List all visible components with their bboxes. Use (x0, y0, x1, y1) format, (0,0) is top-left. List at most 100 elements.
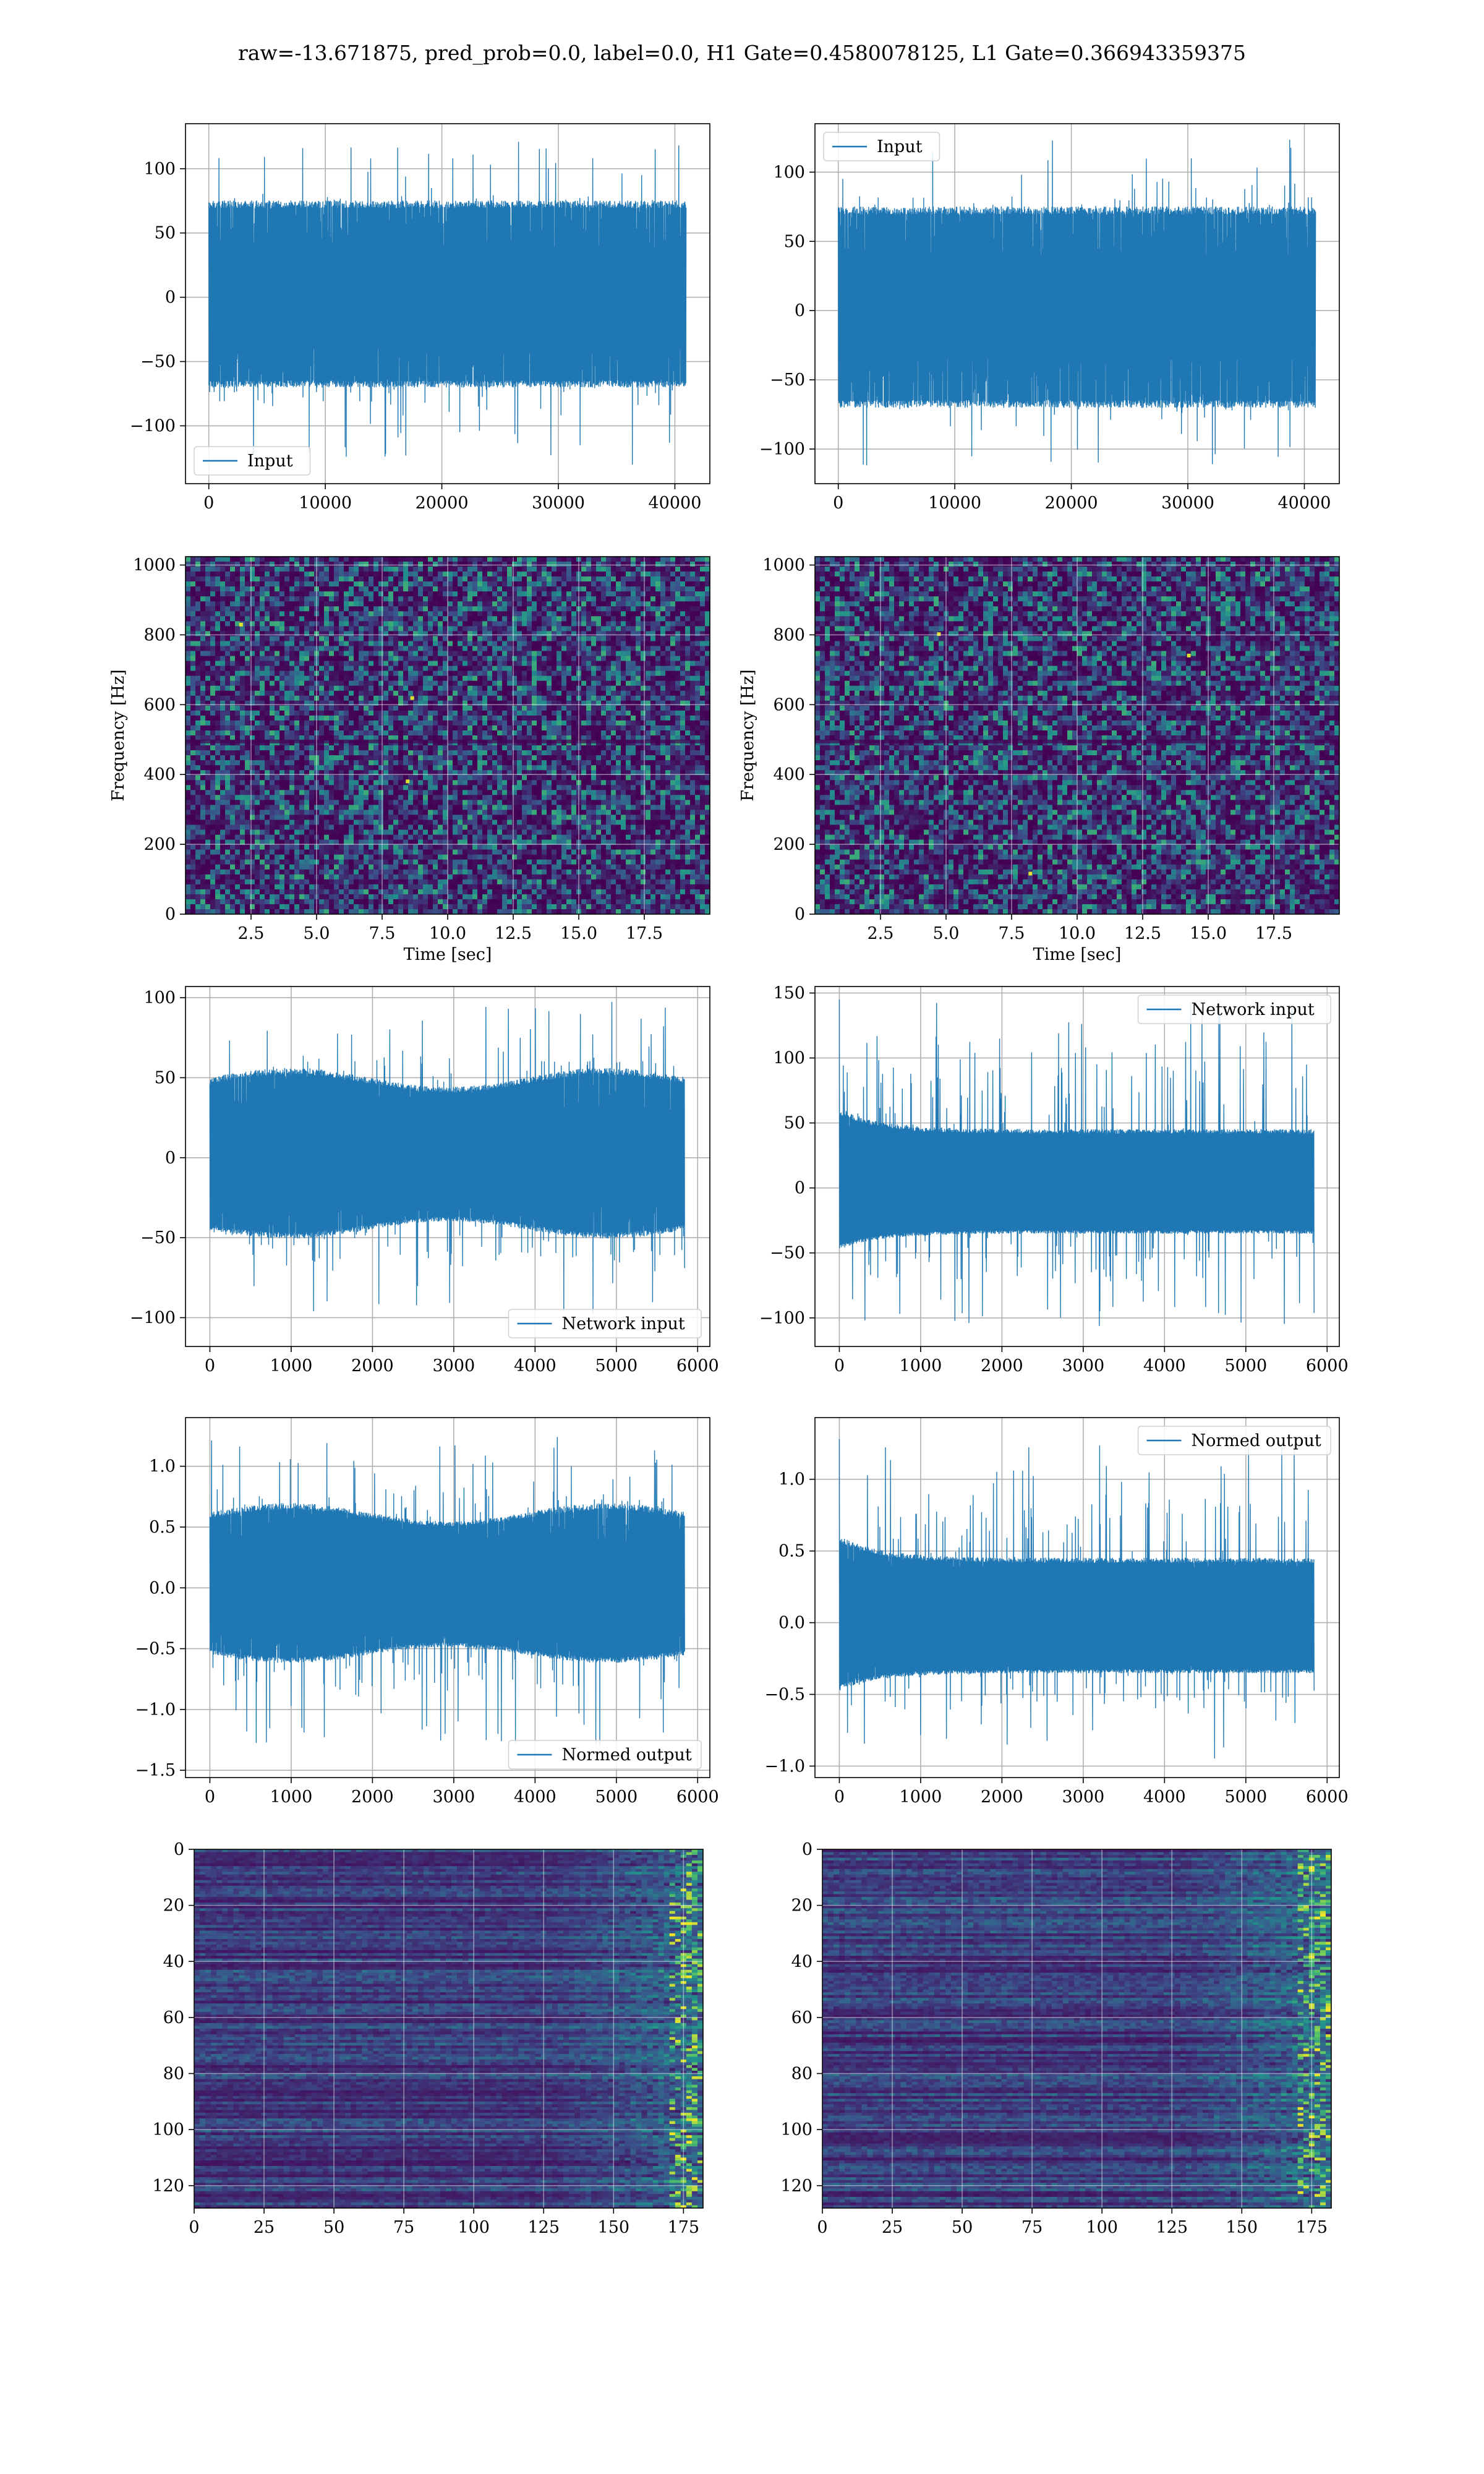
heatmap-cell (561, 571, 567, 577)
heatmap-cell (403, 711, 409, 716)
heatmap-cell (265, 626, 270, 631)
heatmap-cell (650, 691, 656, 696)
heatmap-cell (329, 661, 335, 667)
heatmap-cell (418, 606, 424, 612)
heatmap-cell (225, 651, 231, 657)
heatmap-cell (616, 586, 621, 592)
heatmap-cell (517, 646, 522, 652)
heatmap-cell (670, 686, 676, 691)
heatmap-cell (626, 571, 631, 577)
heatmap-cell (655, 706, 661, 711)
heatmap-cell (641, 562, 646, 567)
heatmap-cell (591, 651, 597, 657)
heatmap-cell (542, 576, 547, 582)
heatmap-cell (497, 636, 503, 641)
heatmap-cell (458, 641, 463, 647)
heatmap-cell (611, 571, 616, 577)
heatmap-cell (532, 651, 537, 657)
heatmap-cell (650, 616, 656, 622)
heatmap-cell (532, 557, 537, 562)
heatmap-cell (680, 726, 686, 731)
heatmap-cell (408, 666, 414, 672)
heatmap-cell (655, 745, 661, 751)
heatmap-cell (477, 626, 483, 631)
heatmap-cell (284, 716, 290, 721)
heatmap-cell (492, 616, 498, 622)
heatmap-cell (591, 706, 597, 711)
heatmap-cell (319, 557, 325, 562)
heatmap-cell (467, 562, 473, 567)
heatmap-cell (467, 571, 473, 577)
heatmap-cell (210, 755, 216, 761)
heatmap-cell (364, 671, 369, 677)
heatmap-cell (186, 721, 191, 726)
heatmap-cell (423, 586, 429, 592)
heatmap-cell (260, 576, 265, 582)
heatmap-cell (547, 696, 552, 701)
heatmap-cell (220, 651, 226, 657)
heatmap-cell (344, 666, 349, 672)
heatmap-cell (621, 671, 626, 677)
heatmap-cell (225, 745, 231, 751)
heatmap-cell (284, 621, 290, 627)
heatmap-cell (324, 571, 330, 577)
heatmap-cell (210, 581, 216, 587)
heatmap-cell (319, 711, 325, 716)
heatmap-cell (304, 571, 310, 577)
heatmap-cell (547, 661, 552, 667)
heatmap-cell (319, 581, 325, 587)
heatmap-cell (502, 636, 508, 641)
heatmap-cell (542, 636, 547, 641)
heatmap-cell (690, 611, 696, 617)
heatmap-cell (502, 681, 508, 687)
heatmap-cell (299, 596, 305, 602)
heatmap-cell (571, 626, 577, 631)
heatmap-cell (606, 557, 612, 562)
heatmap-cell (556, 696, 562, 701)
heatmap-cell (378, 671, 384, 677)
heatmap-cell (275, 571, 280, 577)
heatmap-cell (626, 636, 631, 641)
heatmap-cell (230, 562, 236, 567)
heatmap-cell (527, 716, 532, 721)
heatmap-cell (423, 730, 429, 736)
heatmap-cell (408, 706, 414, 711)
heatmap-cell (413, 616, 419, 622)
heatmap-cell (690, 557, 696, 562)
heatmap-cell (581, 586, 587, 592)
heatmap-cell (304, 686, 310, 691)
heatmap-cell (428, 750, 433, 756)
heatmap-cell (453, 636, 458, 641)
heatmap-cell (492, 641, 498, 647)
heatmap-cell (611, 601, 616, 607)
heatmap-cell (210, 676, 216, 682)
heatmap-cell (230, 616, 236, 622)
heatmap-cell (309, 750, 315, 756)
heatmap-cell (606, 691, 612, 696)
heatmap-cell (566, 711, 572, 716)
heatmap-cell (448, 656, 453, 662)
chart-l1-input: 0 10000 20000 30000 40000−100−50050100Input (759, 124, 1339, 513)
heatmap-cell (284, 562, 290, 567)
heatmap-cell (309, 626, 315, 631)
heatmap-cell (393, 591, 399, 597)
heatmap-cell (566, 745, 572, 751)
heatmap-cell (591, 686, 597, 691)
heatmap-cell (195, 611, 201, 617)
heatmap-cell (398, 611, 404, 617)
heatmap-cell (373, 730, 379, 736)
heatmap-cell (428, 696, 433, 701)
heatmap-cell (606, 676, 612, 682)
heatmap-cell (665, 606, 671, 612)
heatmap-cell (255, 621, 260, 627)
heatmap-cell (205, 586, 211, 592)
heatmap-cell (428, 691, 433, 696)
heatmap-cell (418, 676, 424, 682)
heatmap-cell (339, 616, 344, 622)
heatmap-cell (190, 557, 196, 562)
heatmap-cell (438, 591, 443, 597)
heatmap-cell (388, 557, 394, 562)
heatmap-cell (339, 716, 344, 721)
heatmap-cell (408, 656, 414, 662)
heatmap-cell (487, 562, 493, 567)
